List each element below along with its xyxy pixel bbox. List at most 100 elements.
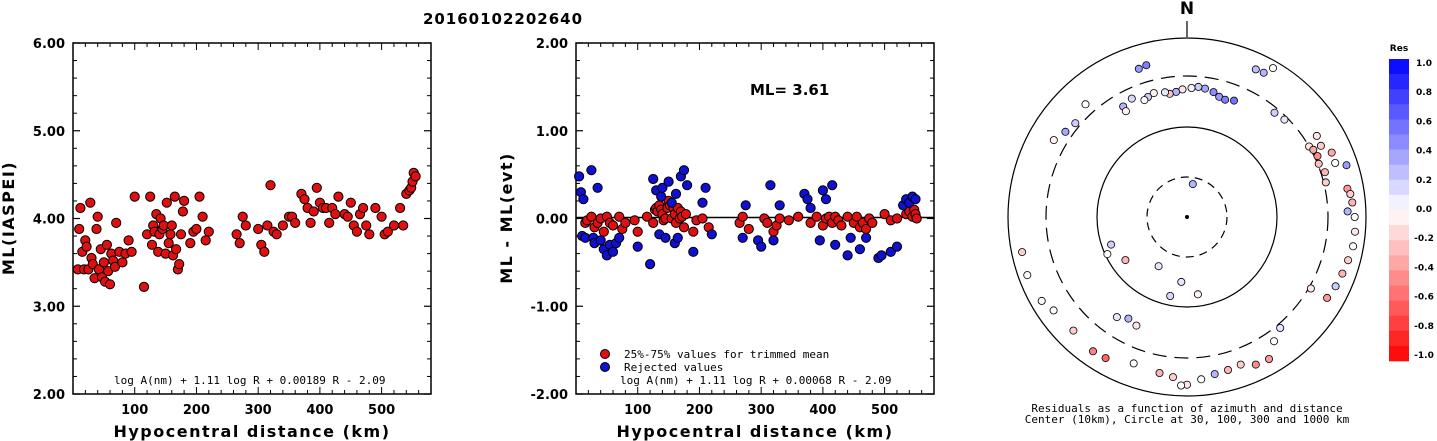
data-point (811, 211, 822, 222)
rejected-point (842, 250, 853, 261)
x-tick-label: 500 (368, 403, 395, 418)
colorbar-label: 0.6 (1416, 117, 1432, 127)
x-tick-label: 200 (183, 403, 210, 418)
data-point (342, 211, 353, 222)
station-residual-point (1316, 141, 1325, 150)
y-tick-label: 4.00 (33, 213, 65, 228)
rejected-point (670, 188, 682, 199)
data-point (324, 217, 335, 228)
x-tick-label: 200 (686, 403, 713, 418)
colorbar-cell (1389, 149, 1409, 165)
data-point (194, 191, 205, 202)
data-point (614, 211, 625, 222)
station-residual-point (1187, 84, 1196, 93)
data-point (648, 217, 659, 228)
colorbar-label: 1.0 (1416, 59, 1432, 69)
data-point (259, 246, 270, 257)
station-residual-point (1169, 373, 1178, 382)
station-residual-point (1346, 189, 1355, 198)
plot1-xlabel: Hypocentral distance (km) (113, 422, 390, 441)
data-point (678, 222, 690, 233)
station-residual-point (1069, 326, 1078, 335)
data-point (177, 206, 188, 217)
data-point (632, 226, 643, 237)
data-point (197, 211, 208, 222)
data-point (179, 195, 190, 206)
station-residual-point (1197, 375, 1206, 384)
colorbar-cell (1389, 255, 1409, 271)
x-tick-label: 500 (871, 403, 898, 418)
data-point (410, 171, 421, 182)
legend-accepted-label: 25%-75% values for trimmed mean (624, 348, 829, 361)
data-point (793, 211, 804, 222)
plot1-formula: log A(nm) + 1.11 log R + 0.00189 R - 2.0… (114, 374, 386, 387)
colorbar-cell (1389, 240, 1409, 256)
station-residual-point (1265, 354, 1274, 363)
colorbar-label: -0.6 (1414, 293, 1434, 303)
legend-rejected-marker (600, 362, 610, 372)
station-residual-point (1201, 84, 1210, 93)
station-residual-point (1049, 306, 1058, 315)
data-point (774, 213, 785, 224)
colorbar-cell (1389, 119, 1409, 135)
data-point (145, 191, 156, 202)
colorbar-cell (1389, 104, 1409, 120)
data-point (104, 279, 116, 290)
station-residual-point (1210, 370, 1219, 379)
colorbar-label: 0.2 (1416, 176, 1432, 186)
x-tick-label: 100 (624, 403, 651, 418)
data-point (299, 194, 310, 205)
station-residual-point (1269, 64, 1278, 73)
data-point (867, 217, 878, 228)
station-residual-point (1344, 256, 1353, 265)
colorbar-label: 0.4 (1416, 147, 1432, 157)
azimuth-residual-panel: N Residuals as a function of azimuth and… (1007, 0, 1367, 426)
station-residual-point (1320, 168, 1329, 177)
station-residual-point (1112, 313, 1121, 322)
rejected-point (697, 197, 708, 208)
station-residual-point (1276, 323, 1285, 332)
station-residual-point (1161, 88, 1170, 97)
station-residual-point (1177, 381, 1186, 390)
station-residual-point (1071, 119, 1080, 128)
station-residual-point (1124, 314, 1133, 323)
station-residual-point (1280, 115, 1289, 124)
rejected-point (595, 235, 606, 246)
data-point (138, 281, 150, 292)
data-point (265, 180, 276, 191)
event-magnitude: ML= 3.61 (750, 81, 829, 99)
colorbar-label: -0.4 (1414, 263, 1434, 273)
colorbar-cell (1389, 179, 1409, 196)
data-point (388, 220, 400, 231)
x-tick-label: 400 (306, 403, 333, 418)
data-point (851, 211, 862, 222)
rejected-point (820, 194, 832, 205)
station-residual-point (1103, 250, 1112, 259)
residual-colorbar: Res 1.0 0.8 0.6 0.4 0.2 0.0 -0.2 -0.4 -0.6 -0.8 -1… (1389, 44, 1434, 362)
station-residual-point (1149, 89, 1158, 98)
data-point (737, 211, 748, 222)
y-tick-label: 2.00 (33, 388, 65, 403)
data-point (762, 217, 773, 228)
colorbar-cell (1389, 134, 1409, 150)
magnitude-vs-distance-panel: 2.00 3.00 4.00 5.00 6.00 100 200 300 400 500 Hyp… (0, 37, 432, 441)
data-point (81, 241, 92, 252)
rejected-point (614, 232, 625, 243)
rejected-point (700, 182, 711, 193)
colorbar-cell (1389, 225, 1409, 241)
plot2-formula: log A(nm) + 1.11 log R + 0.00068 R - 2.0… (620, 374, 892, 387)
data-point (129, 191, 140, 202)
data-point (783, 215, 795, 226)
y-tick-label: 0.00 (536, 213, 568, 228)
data-point (75, 202, 86, 214)
station-residual-point (1193, 290, 1202, 299)
data-point (85, 197, 96, 208)
data-point (262, 220, 273, 231)
y-tick-label: -1.00 (531, 300, 568, 315)
data-point (234, 238, 245, 249)
data-point (641, 211, 653, 222)
x-tick-label: 400 (809, 403, 836, 418)
y-tick-label: 3.00 (33, 300, 65, 315)
data-point (161, 197, 172, 208)
x-tick-label: 300 (748, 403, 775, 418)
